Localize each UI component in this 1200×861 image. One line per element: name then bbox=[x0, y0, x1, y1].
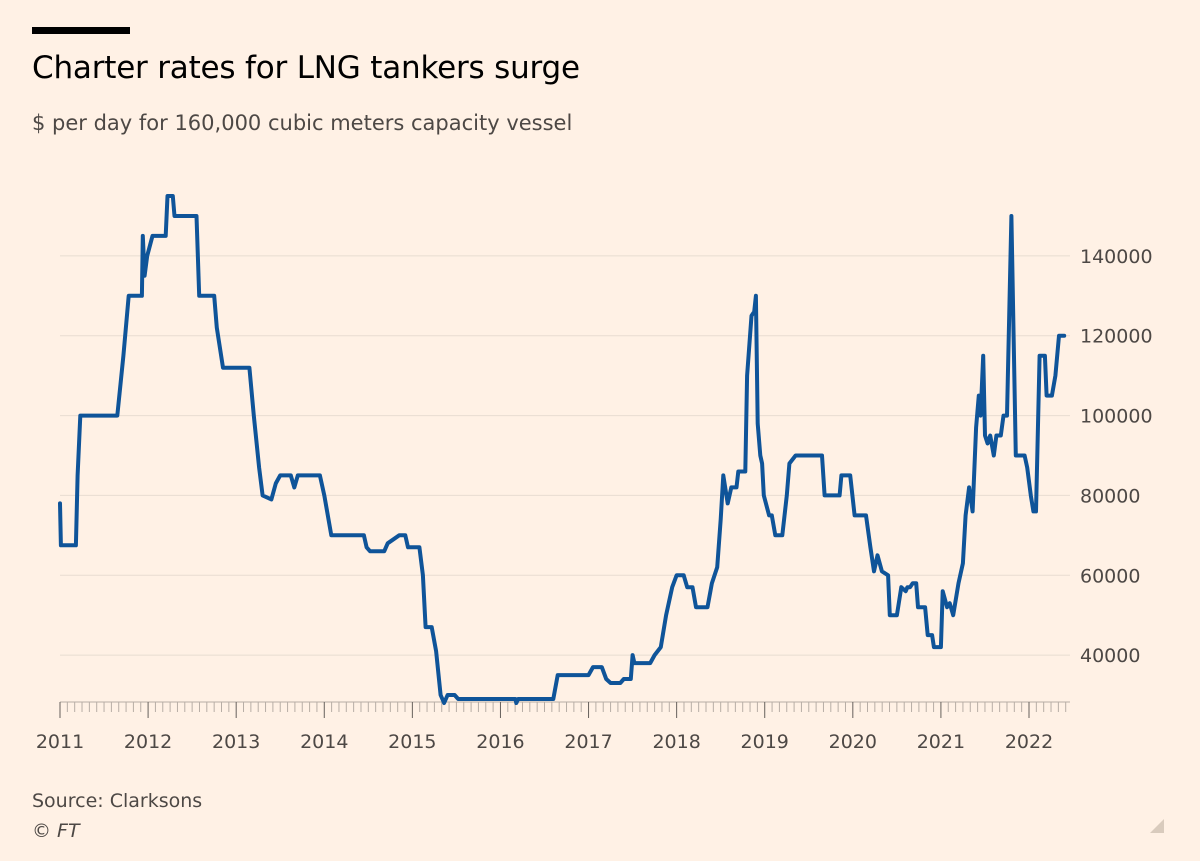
x-tick-label: 2016 bbox=[476, 731, 524, 753]
top-rule bbox=[32, 27, 130, 34]
x-axis bbox=[59, 701, 1070, 718]
resize-corner-icon bbox=[1150, 819, 1164, 833]
y-tick-label: 80000 bbox=[1080, 485, 1140, 507]
x-tick-label: 2017 bbox=[564, 731, 612, 753]
chart-subtitle: $ per day for 160,000 cubic meters capac… bbox=[32, 111, 573, 135]
x-tick-label: 2018 bbox=[652, 731, 700, 753]
x-tick-label: 2020 bbox=[829, 731, 877, 753]
x-tick-label: 2012 bbox=[124, 731, 172, 753]
x-tick-label: 2021 bbox=[917, 731, 965, 753]
series-line-0 bbox=[58, 194, 1067, 705]
x-tick-label: 2015 bbox=[388, 731, 436, 753]
copyright-note: © FT bbox=[32, 820, 80, 842]
y-tick-label: 140000 bbox=[1080, 246, 1153, 268]
x-tick-label: 2022 bbox=[1005, 731, 1053, 753]
x-tick-label: 2014 bbox=[300, 731, 348, 753]
chart-title: Charter rates for LNG tankers surge bbox=[32, 50, 580, 86]
series-layer bbox=[58, 194, 1067, 705]
gridlines bbox=[60, 255, 1070, 656]
axis-labels: 40000 60000 80000 100000 120000 140000 2011 201… bbox=[36, 246, 1153, 753]
x-tick-label: 2019 bbox=[741, 731, 789, 753]
x-tick-label: 2011 bbox=[36, 731, 84, 753]
y-tick-label: 120000 bbox=[1080, 326, 1153, 348]
source-note: Source: Clarksons bbox=[32, 790, 203, 812]
y-tick-label: 40000 bbox=[1080, 645, 1140, 667]
y-tick-label: 60000 bbox=[1080, 565, 1140, 587]
y-tick-label: 100000 bbox=[1080, 406, 1153, 428]
x-tick-label: 2013 bbox=[212, 731, 260, 753]
